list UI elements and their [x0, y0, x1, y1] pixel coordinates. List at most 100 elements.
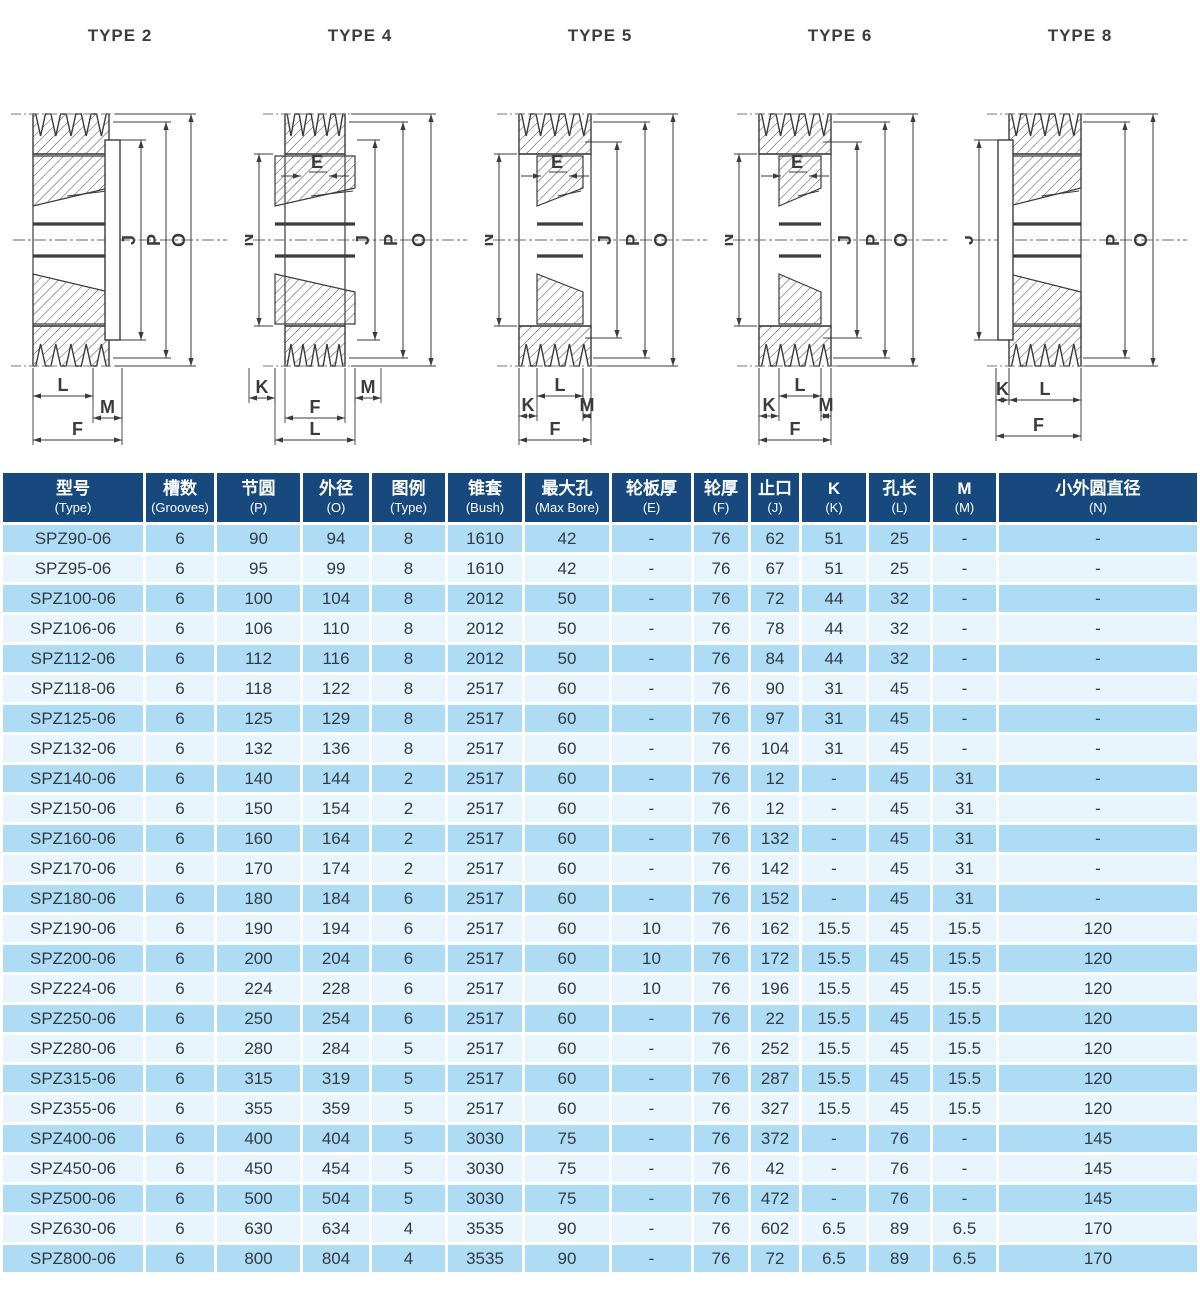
- value-cell: 129: [303, 705, 369, 732]
- pulley-section-drawing: E JPO N K FL M: [245, 113, 467, 445]
- dim-label: J: [835, 235, 855, 245]
- column-header-en: (K): [825, 500, 843, 515]
- dim-label: E: [311, 152, 323, 172]
- value-cell: 170: [999, 1215, 1197, 1242]
- model-cell: SPZ106-06: [3, 615, 143, 642]
- value-cell: 602: [751, 1215, 799, 1242]
- value-cell: 104: [303, 585, 369, 612]
- value-cell: 6: [146, 705, 214, 732]
- table-row: SPZ106-06 6 106 110 8 2012 50-76 78 44 32- -: [3, 615, 1197, 642]
- value-cell: 45: [869, 735, 930, 762]
- value-cell: 6: [146, 855, 214, 882]
- value-cell: 355: [217, 1095, 300, 1122]
- value-cell: 2: [372, 765, 445, 792]
- value-cell: -: [612, 1035, 691, 1062]
- value-cell: 284: [303, 1035, 369, 1062]
- column-header: 轮板厚 (E): [612, 473, 691, 522]
- value-cell: 15.5: [802, 1035, 866, 1062]
- value-cell: 110: [303, 615, 369, 642]
- dim-label: F: [72, 419, 83, 439]
- table-row: SPZ150-06 6 150 154 2 2517 60-76 12-45 31-: [3, 795, 1197, 822]
- value-cell: 45: [869, 675, 930, 702]
- value-cell: 118: [217, 675, 300, 702]
- model-cell: SPZ450-06: [3, 1155, 143, 1182]
- value-cell: 10: [612, 975, 691, 1002]
- value-cell: -: [933, 1185, 996, 1212]
- value-cell: 76: [694, 1215, 748, 1242]
- value-cell: 160: [217, 825, 300, 852]
- value-cell: 45: [869, 945, 930, 972]
- value-cell: 45: [869, 705, 930, 732]
- value-cell: 10: [612, 915, 691, 942]
- column-header-en: (Max Bore): [534, 500, 600, 515]
- dim-label: N: [245, 234, 257, 247]
- value-cell: 45: [869, 825, 930, 852]
- dim-label: O: [169, 233, 189, 247]
- value-cell: 6: [146, 675, 214, 702]
- column-header-en: (Type): [390, 500, 427, 515]
- dim-label: K: [996, 379, 1009, 399]
- value-cell: 8: [372, 555, 445, 582]
- dim-label: P: [381, 234, 401, 246]
- value-cell: 15.5: [802, 975, 866, 1002]
- value-cell: 76: [694, 855, 748, 882]
- value-cell: 252: [751, 1035, 799, 1062]
- value-cell: 90: [751, 675, 799, 702]
- model-cell: SPZ160-06: [3, 825, 143, 852]
- value-cell: 76: [694, 975, 748, 1002]
- value-cell: 2012: [448, 645, 522, 672]
- table-row: SPZ200-06 6 200 204 6 2517 60 10 76 172 15.5 45 15.5…: [3, 945, 1197, 972]
- diagram-title: TYPE 2: [87, 26, 153, 45]
- column-header: 型号 (Type): [3, 473, 143, 522]
- dim-label: E: [791, 152, 803, 172]
- value-cell: -: [999, 735, 1197, 762]
- value-cell: 6: [146, 585, 214, 612]
- value-cell: 45: [869, 1035, 930, 1062]
- value-cell: -: [933, 645, 996, 672]
- model-cell: SPZ630-06: [3, 1215, 143, 1242]
- value-cell: 8: [372, 525, 445, 552]
- value-cell: 136: [303, 735, 369, 762]
- column-header: 最大孔 (Max Bore): [525, 473, 609, 522]
- value-cell: 60: [525, 885, 609, 912]
- value-cell: 31: [802, 705, 866, 732]
- value-cell: 31: [933, 825, 996, 852]
- value-cell: -: [999, 705, 1197, 732]
- value-cell: 2012: [448, 585, 522, 612]
- value-cell: 72: [751, 585, 799, 612]
- column-header-en: (M): [954, 500, 975, 515]
- dim-label: L: [555, 375, 566, 395]
- value-cell: 32: [869, 645, 930, 672]
- dim-label: K: [522, 395, 535, 415]
- value-cell: 372: [751, 1125, 799, 1152]
- value-cell: 6: [146, 525, 214, 552]
- value-cell: 6.5: [933, 1215, 996, 1242]
- value-cell: 154: [303, 795, 369, 822]
- value-cell: -: [802, 885, 866, 912]
- dim-label: F: [550, 419, 561, 439]
- column-header-zh: 外径: [319, 479, 353, 498]
- value-cell: -: [999, 675, 1197, 702]
- value-cell: 32: [869, 585, 930, 612]
- dim-label: P: [144, 234, 164, 246]
- diagram-title: TYPE 8: [1047, 26, 1113, 45]
- value-cell: -: [933, 735, 996, 762]
- column-header-zh: 小外圆直径: [1055, 479, 1141, 498]
- value-cell: 6: [146, 975, 214, 1002]
- value-cell: -: [802, 825, 866, 852]
- dim-label: M: [361, 377, 376, 397]
- value-cell: -: [612, 525, 691, 552]
- value-cell: 2517: [448, 915, 522, 942]
- dim-label: K: [256, 377, 269, 397]
- value-cell: 45: [869, 855, 930, 882]
- value-cell: 3535: [448, 1245, 522, 1272]
- value-cell: -: [612, 1185, 691, 1212]
- header-row: 型号 (Type) 槽数 (Grooves) 节圆 (P) 外径 (O) 图例 (Type) 锥套 (…: [3, 473, 1197, 522]
- value-cell: 2: [372, 825, 445, 852]
- model-cell: SPZ170-06: [3, 855, 143, 882]
- value-cell: 194: [303, 915, 369, 942]
- column-header: 小外圆直径 (N): [999, 473, 1197, 522]
- value-cell: 76: [694, 945, 748, 972]
- pulley-section-drawing: PO J K LF: [965, 113, 1187, 441]
